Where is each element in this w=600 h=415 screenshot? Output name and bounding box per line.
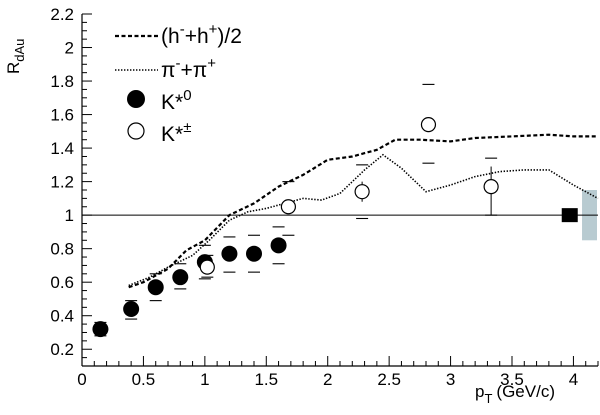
legend-text-part: π: [161, 59, 176, 82]
y-tick-label: 0.4: [50, 307, 74, 326]
data-point-kstar0: [92, 321, 109, 338]
x-tick-label: 3: [446, 370, 455, 389]
legend-text-part: 0: [183, 87, 191, 104]
y-tick-label: 1.8: [50, 72, 74, 91]
x-tick-label: 4: [569, 370, 578, 389]
y-axis-title-main: R: [4, 62, 23, 74]
data-point-kstarpm: [199, 259, 215, 275]
legend-text-part: (h: [161, 25, 180, 48]
x-tick-label: 2.5: [377, 370, 401, 389]
data-point-kstar0: [246, 245, 262, 262]
data-point-kstarpm: [420, 117, 437, 133]
y-tick-label: 1.6: [50, 106, 74, 125]
legend-label-pions: π-+π+: [161, 55, 216, 82]
legend-text-part: ±: [183, 119, 191, 136]
data-point-kstar0: [123, 301, 140, 318]
legend-text-part: +: [209, 21, 218, 38]
data-point-kstar0: [172, 269, 189, 286]
y-tick-label: 1.2: [50, 173, 74, 192]
curve-hadrons: [128, 133, 598, 289]
x-tick-label: 1.5: [254, 370, 278, 389]
legend-label-hadrons: (h-+h+)/2: [161, 21, 242, 48]
legend-text-part: K*: [161, 123, 183, 146]
x-tick-label: 2: [323, 370, 332, 389]
legend-symbol-kstar0: [127, 90, 145, 108]
legend: (h-+h+)/2π-+π+K*0K*±: [115, 21, 242, 146]
legend-label-kstar0: K*0: [161, 87, 192, 114]
y-tick-label: 1: [65, 206, 74, 225]
axes: 0 0.5 1 1.5 2 2.5 3 3.5 4 0.2 0.4 0.6 0.8 1 1.2 1.4 1.6 1…: [50, 5, 599, 389]
y-axis-title: RdAu: [4, 39, 27, 74]
data-point-kstarpm: [354, 184, 370, 200]
curve-pions: [128, 153, 599, 287]
axis-titles: RdAu pT (GeV/c): [4, 39, 555, 406]
x-axis-title-unit: (GeV/c): [496, 382, 555, 401]
legend-text-part: +h: [185, 25, 209, 48]
x-axis-title: pT (GeV/c): [475, 382, 555, 406]
y-tick-label: 2.2: [50, 5, 74, 24]
points-layer: [92, 83, 499, 338]
legend-label-kstarpm: K*±: [161, 119, 191, 146]
legend-symbol-kstarpm: [127, 122, 145, 140]
y-tick-label: 2: [65, 39, 74, 58]
y-tick-label: 0.8: [50, 240, 74, 259]
x-tick-label: 0: [77, 370, 86, 389]
x-tick-label: 0.5: [132, 370, 156, 389]
legend-text-part: )/2: [217, 25, 242, 48]
legend-text-part: -: [176, 55, 181, 72]
curves-layer: [128, 133, 599, 289]
data-point-kstarpm: [280, 199, 296, 215]
y-tick-label: 0.2: [50, 340, 74, 359]
y-tick-label: 1.4: [50, 139, 74, 158]
data-point-kstar0: [147, 279, 164, 296]
x-tick-label: 3.5: [500, 370, 524, 389]
y-axis-title-sub: dAu: [12, 39, 27, 62]
data-point-kstar0: [270, 237, 287, 254]
data-point-kstar0: [221, 245, 238, 262]
legend-text-part: -: [180, 21, 185, 38]
x-axis-title-sub: T: [484, 391, 492, 406]
y-tick-label: 0.6: [50, 273, 74, 292]
legend-text-part: K*: [161, 91, 183, 114]
x-tick-label: 1: [200, 370, 209, 389]
legend-text-part: +π: [181, 59, 208, 82]
x-axis-title-main: p: [475, 382, 484, 401]
data-point-kstarpm: [483, 179, 499, 195]
legend-text-part: +: [207, 55, 216, 72]
